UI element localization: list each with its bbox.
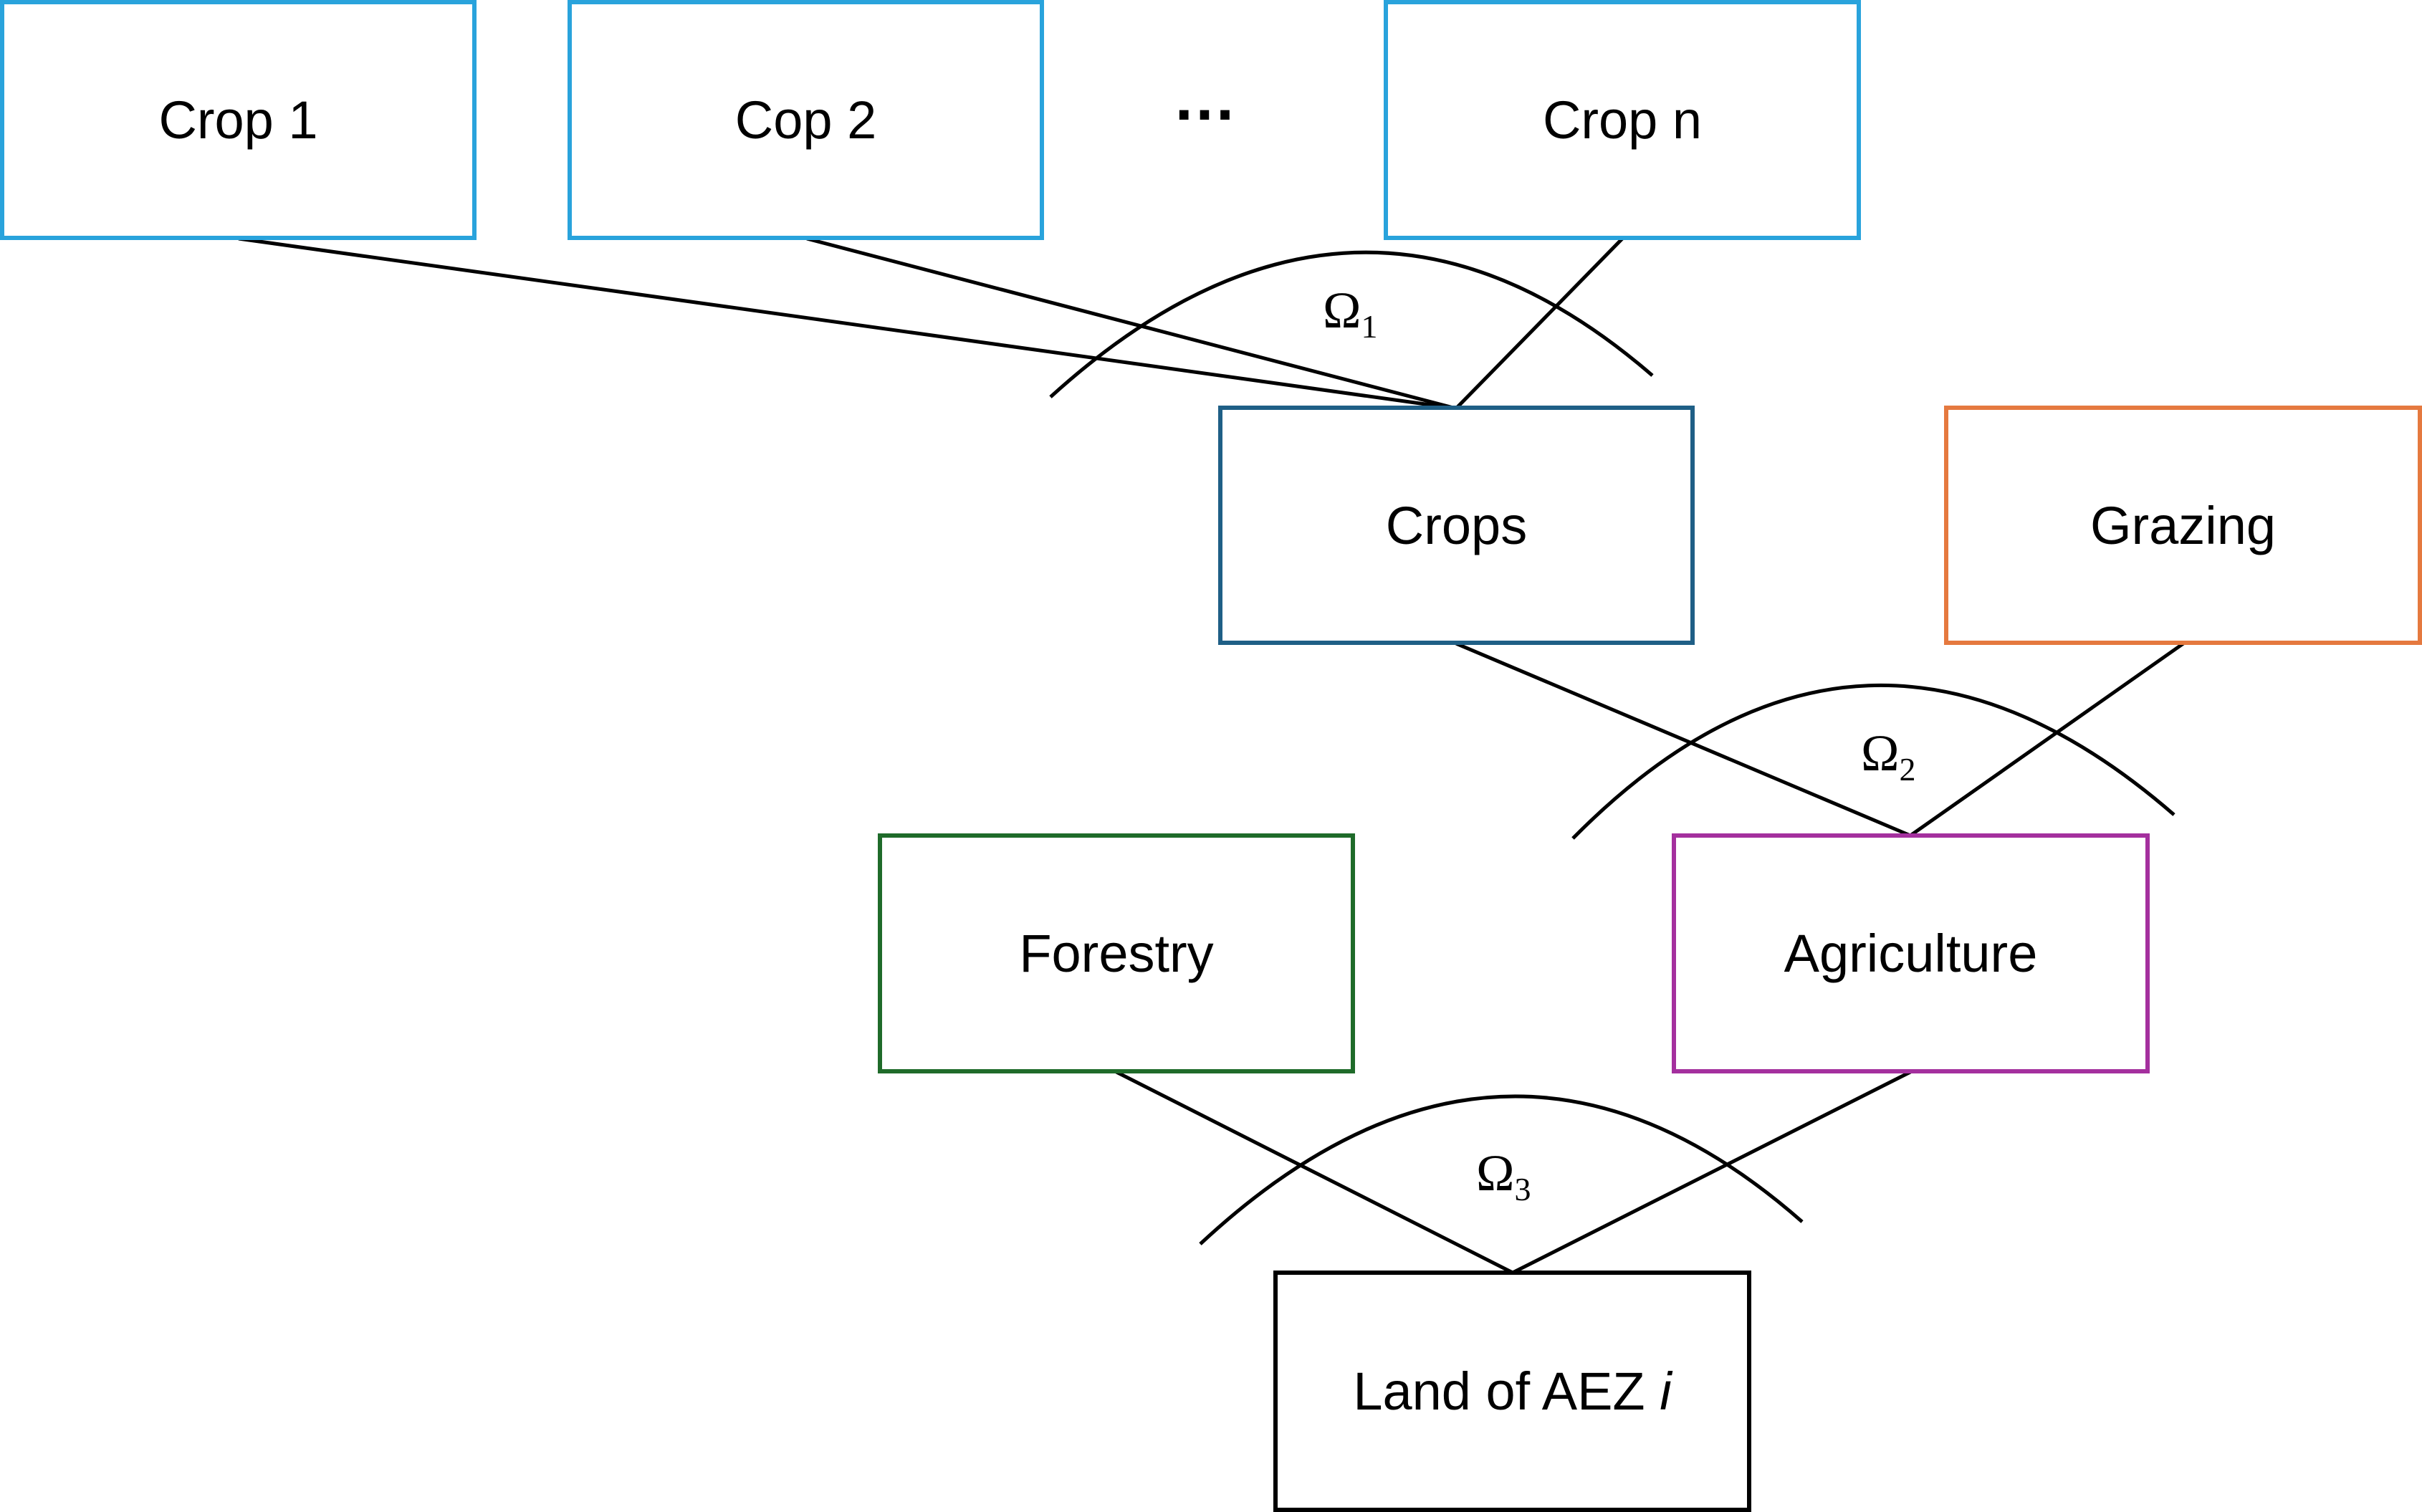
node-crop-1-label: Crop 1 bbox=[158, 90, 318, 150]
node-grazing: Grazing bbox=[1944, 406, 2422, 645]
node-crop-n-label: Crop n bbox=[1542, 90, 1703, 150]
edge-crop2-crops bbox=[806, 236, 1457, 411]
crop-ellipsis: … bbox=[1172, 62, 1241, 134]
edge-agriculture-land bbox=[1511, 1070, 1912, 1275]
edge-cropn-crops bbox=[1455, 237, 1624, 410]
node-crop-n: Crop n bbox=[1384, 0, 1861, 240]
arc-omega3 bbox=[1199, 1094, 1804, 1245]
omega-3-label: Ω3 bbox=[1476, 1144, 1531, 1207]
node-crops: Crops bbox=[1218, 406, 1695, 645]
node-land-of-aez: Land of AEZ i bbox=[1273, 1271, 1751, 1512]
arc-omega2 bbox=[1571, 683, 2176, 840]
node-forestry: Forestry bbox=[878, 833, 1355, 1073]
arc-omega1 bbox=[1049, 250, 1654, 398]
omega-1-label: Ω1 bbox=[1323, 282, 1378, 345]
edge-crops-agriculture bbox=[1455, 641, 1911, 838]
node-agriculture-label: Agriculture bbox=[1784, 924, 2038, 983]
node-grazing-label: Grazing bbox=[2090, 495, 2277, 555]
edge-grazing-agriculture bbox=[1909, 641, 2185, 838]
node-crop-1: Crop 1 bbox=[0, 0, 477, 240]
omega-2-label: Ω2 bbox=[1861, 724, 1916, 788]
node-crop-2: Cop 2 bbox=[568, 0, 1044, 240]
edge-crop1-crops bbox=[238, 236, 1457, 411]
node-forestry-label: Forestry bbox=[1019, 924, 1214, 983]
node-crops-label: Crops bbox=[1385, 495, 1528, 555]
node-land-of-aez-label: Land of AEZ i bbox=[1353, 1362, 1672, 1421]
edge-forestry-land bbox=[1115, 1070, 1514, 1275]
node-agriculture: Agriculture bbox=[1672, 833, 2150, 1073]
node-crop-2-label: Cop 2 bbox=[734, 90, 877, 150]
